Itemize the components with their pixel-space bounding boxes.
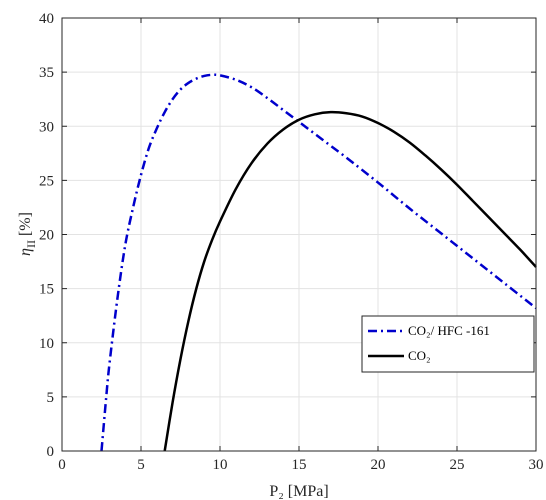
y-tick-label: 5 — [47, 390, 55, 406]
y-axis-label-symbol: η — [17, 248, 34, 256]
axis-ticks — [61, 17, 537, 452]
y-tick-label: 0 — [47, 444, 55, 460]
x-tick-label: 0 — [58, 457, 66, 473]
x-axis-label: P₂ [MPa] — [269, 483, 328, 500]
y-axis-label-unit: [%] — [17, 212, 34, 240]
y-tick-label: 10 — [39, 336, 54, 352]
x-tick-label: 10 — [213, 457, 228, 473]
legend-label-co2-hfc161: CO₂/ HFC -161 — [408, 323, 490, 338]
y-axis-label: ηII [%] — [17, 212, 38, 256]
legend-label-co2: CO₂ — [408, 348, 431, 363]
y-tick-label: 30 — [39, 119, 54, 135]
series-line-co2 — [163, 110, 537, 452]
y-tick-label: 40 — [39, 11, 54, 27]
x-tick-label: 30 — [529, 457, 544, 473]
y-tick-label: 35 — [39, 65, 54, 81]
legend-box — [361, 315, 535, 373]
x-tick-label: 20 — [371, 457, 386, 473]
x-tick-label: 25 — [450, 457, 465, 473]
legend: CO₂/ HFC -161 CO₂ — [361, 315, 535, 373]
series-line-co2-hfc161 — [100, 73, 537, 452]
y-axis-label-subscript: II — [24, 240, 38, 248]
y-tick-label: 20 — [39, 228, 54, 244]
y-tick-label: 25 — [39, 173, 54, 189]
x-tick-label: 15 — [292, 457, 307, 473]
x-tick-labels: 0 5 10 15 20 25 30 — [58, 457, 543, 473]
x-tick-label: 5 — [137, 457, 145, 473]
y-tick-labels: 0 5 10 15 20 25 30 35 40 — [39, 11, 54, 460]
y-tick-label: 15 — [39, 282, 54, 298]
series-layer — [100, 73, 537, 452]
